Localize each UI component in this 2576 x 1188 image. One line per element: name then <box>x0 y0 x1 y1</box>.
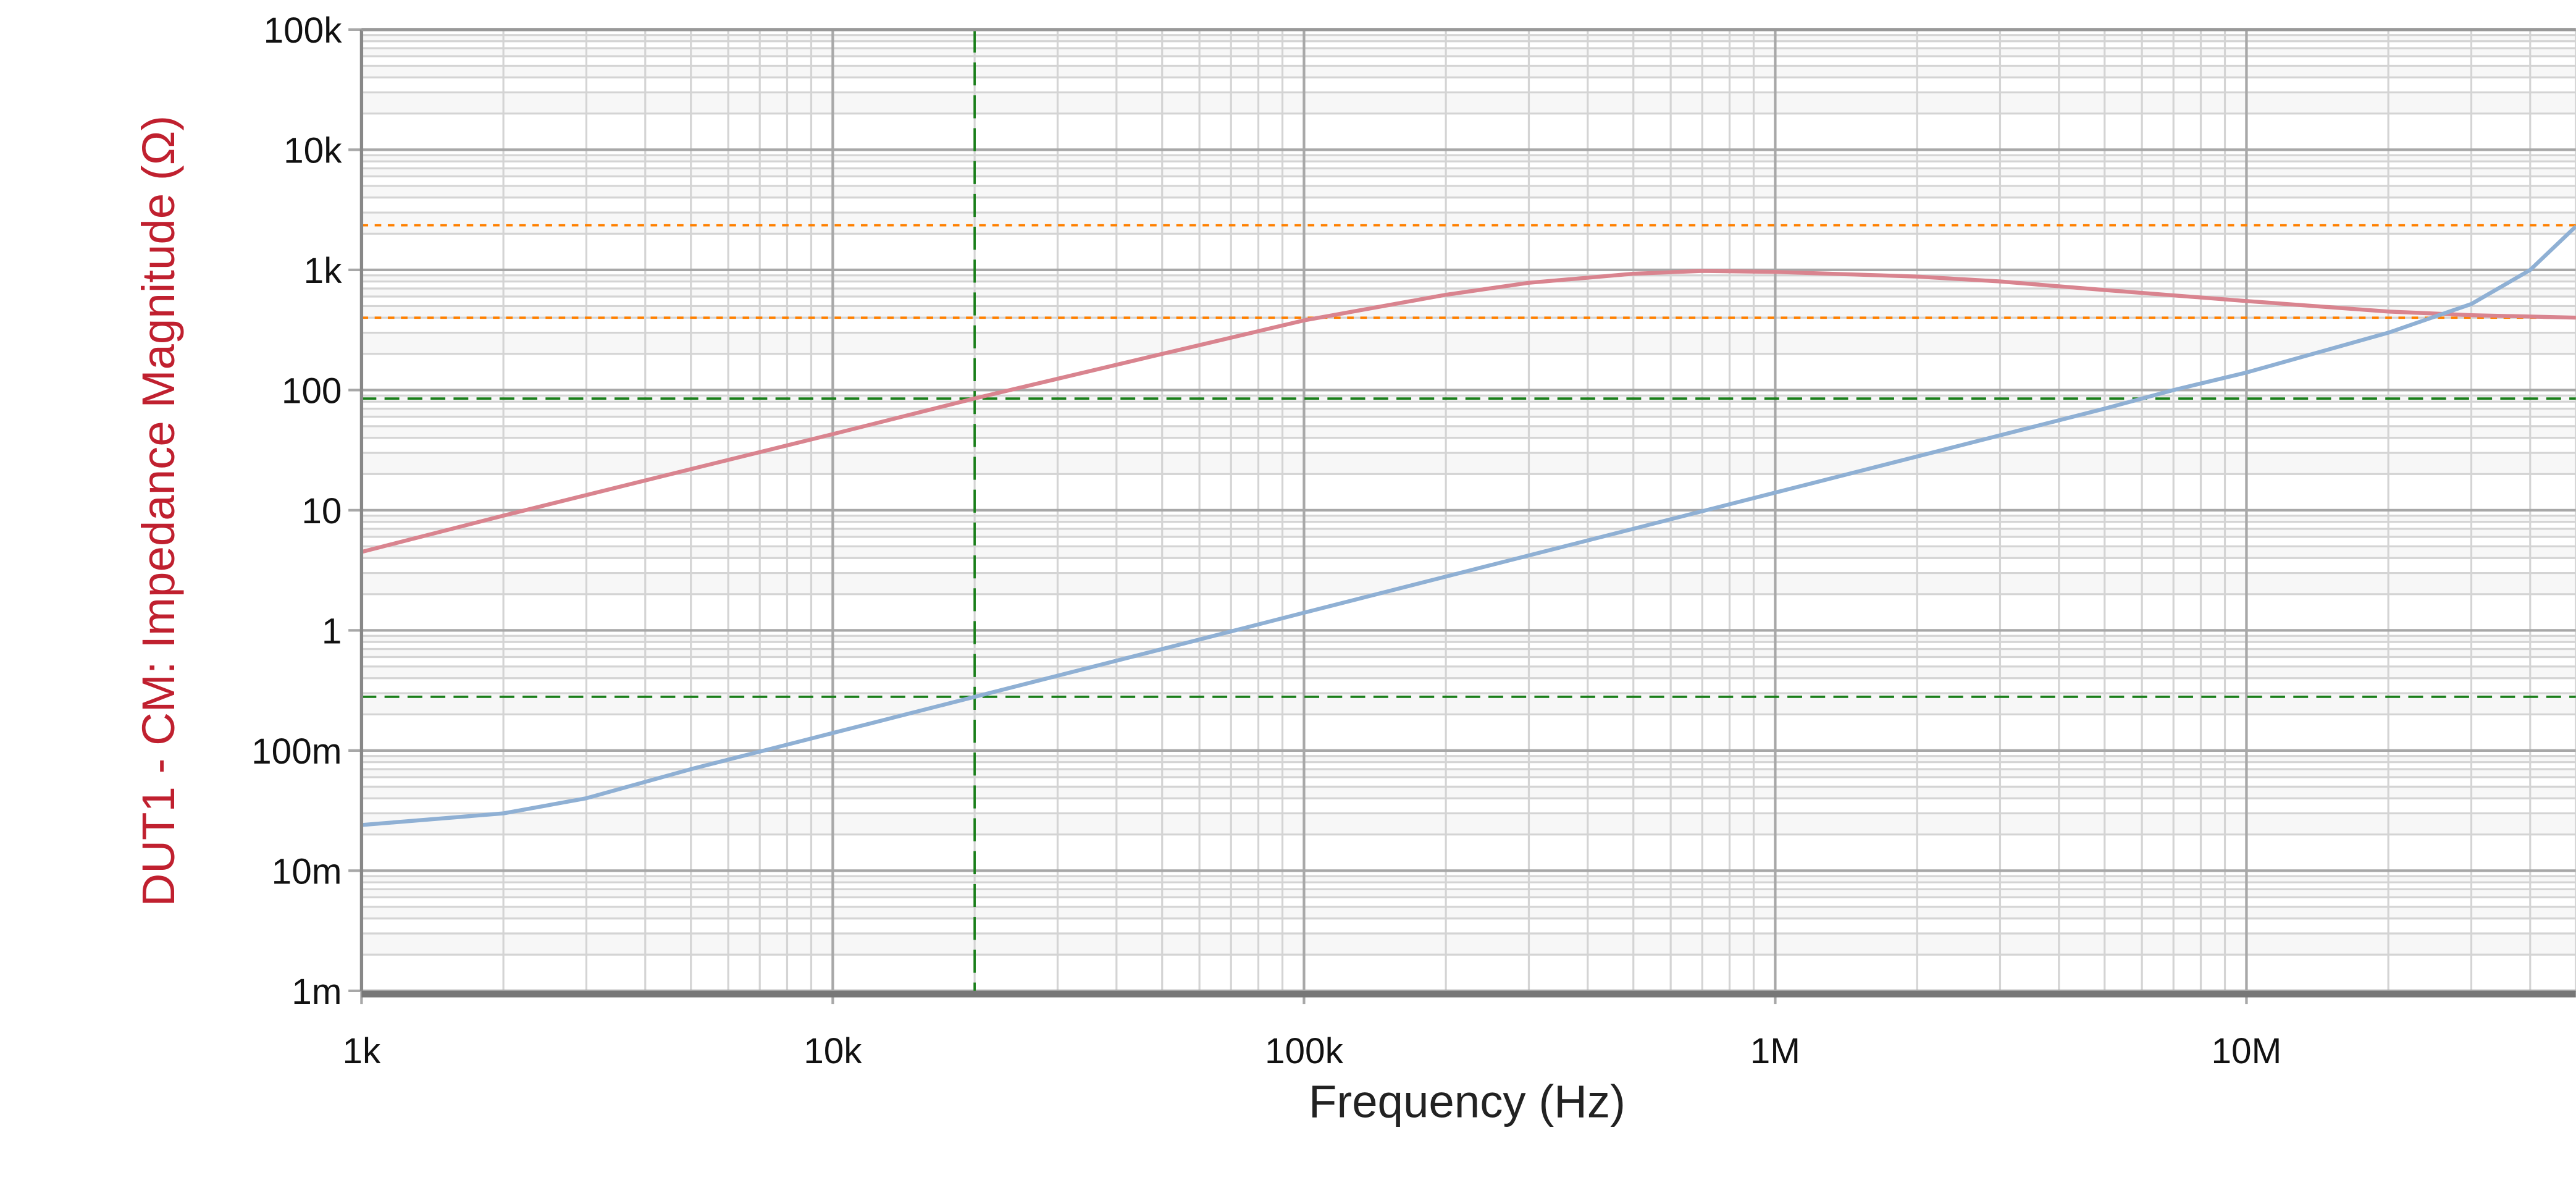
grid-band <box>361 636 2576 642</box>
grid-band <box>361 185 2576 198</box>
grid-band <box>361 515 2576 522</box>
y-tick-label: 1 <box>322 612 342 652</box>
y-axis-label: DUT1 - CM: Impedance Magnitude (Ω) <box>133 116 184 907</box>
grid-band <box>361 332 2576 354</box>
grid-band <box>361 786 2576 799</box>
grid-band <box>361 528 2576 537</box>
grid-band <box>361 213 2576 234</box>
y-tick-label: 10m <box>272 852 342 892</box>
grid-band <box>361 48 2576 57</box>
grid-band <box>361 408 2576 417</box>
grid-band <box>361 666 2576 678</box>
grid-band <box>361 453 2576 474</box>
y-tick-label: 100k <box>264 11 343 51</box>
y-tick-label: 100m <box>251 731 342 772</box>
grid-band <box>361 65 2576 78</box>
grid-band <box>361 813 2576 835</box>
y-tick-label: 10k <box>283 131 342 171</box>
grid-band <box>361 306 2576 318</box>
series-line-red <box>361 269 2576 554</box>
grid-band <box>361 906 2576 919</box>
x-tick-label: 1k <box>343 1031 382 1071</box>
x-axis-label: Frequency (Hz) <box>1309 1076 1626 1127</box>
x-tick-label: 1M <box>1750 1031 1800 1071</box>
series-line-blue <box>361 225 2576 827</box>
grid-band <box>361 933 2576 955</box>
x-tick-label: 10k <box>803 1031 862 1071</box>
grid-band <box>361 889 2576 898</box>
y-tick-label: 100 <box>282 371 342 411</box>
grid-bands <box>361 35 2576 955</box>
grid-band <box>361 649 2576 657</box>
grid-band <box>361 426 2576 438</box>
y-tick-label: 1m <box>292 972 342 1012</box>
y-tick-label: 1k <box>304 251 343 291</box>
cursor-markers <box>361 29 2576 991</box>
grid-band <box>361 876 2576 883</box>
grid-band <box>361 275 2576 282</box>
y-tick-label: 10 <box>301 491 342 531</box>
grid <box>348 28 2576 1005</box>
x-tick-label: 10M <box>2212 1031 2282 1071</box>
curves <box>361 225 2576 827</box>
grid-band <box>361 155 2576 162</box>
grid-band <box>361 35 2576 41</box>
grid-band <box>361 573 2576 594</box>
grid-band <box>361 168 2576 177</box>
x-tick-label: 100k <box>1265 1031 1344 1071</box>
grid-band <box>361 92 2576 114</box>
grid-band <box>361 546 2576 558</box>
grid-band <box>361 756 2576 762</box>
grid-band <box>361 769 2576 777</box>
